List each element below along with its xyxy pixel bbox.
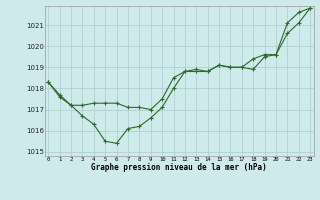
X-axis label: Graphe pression niveau de la mer (hPa): Graphe pression niveau de la mer (hPa) <box>91 163 267 172</box>
